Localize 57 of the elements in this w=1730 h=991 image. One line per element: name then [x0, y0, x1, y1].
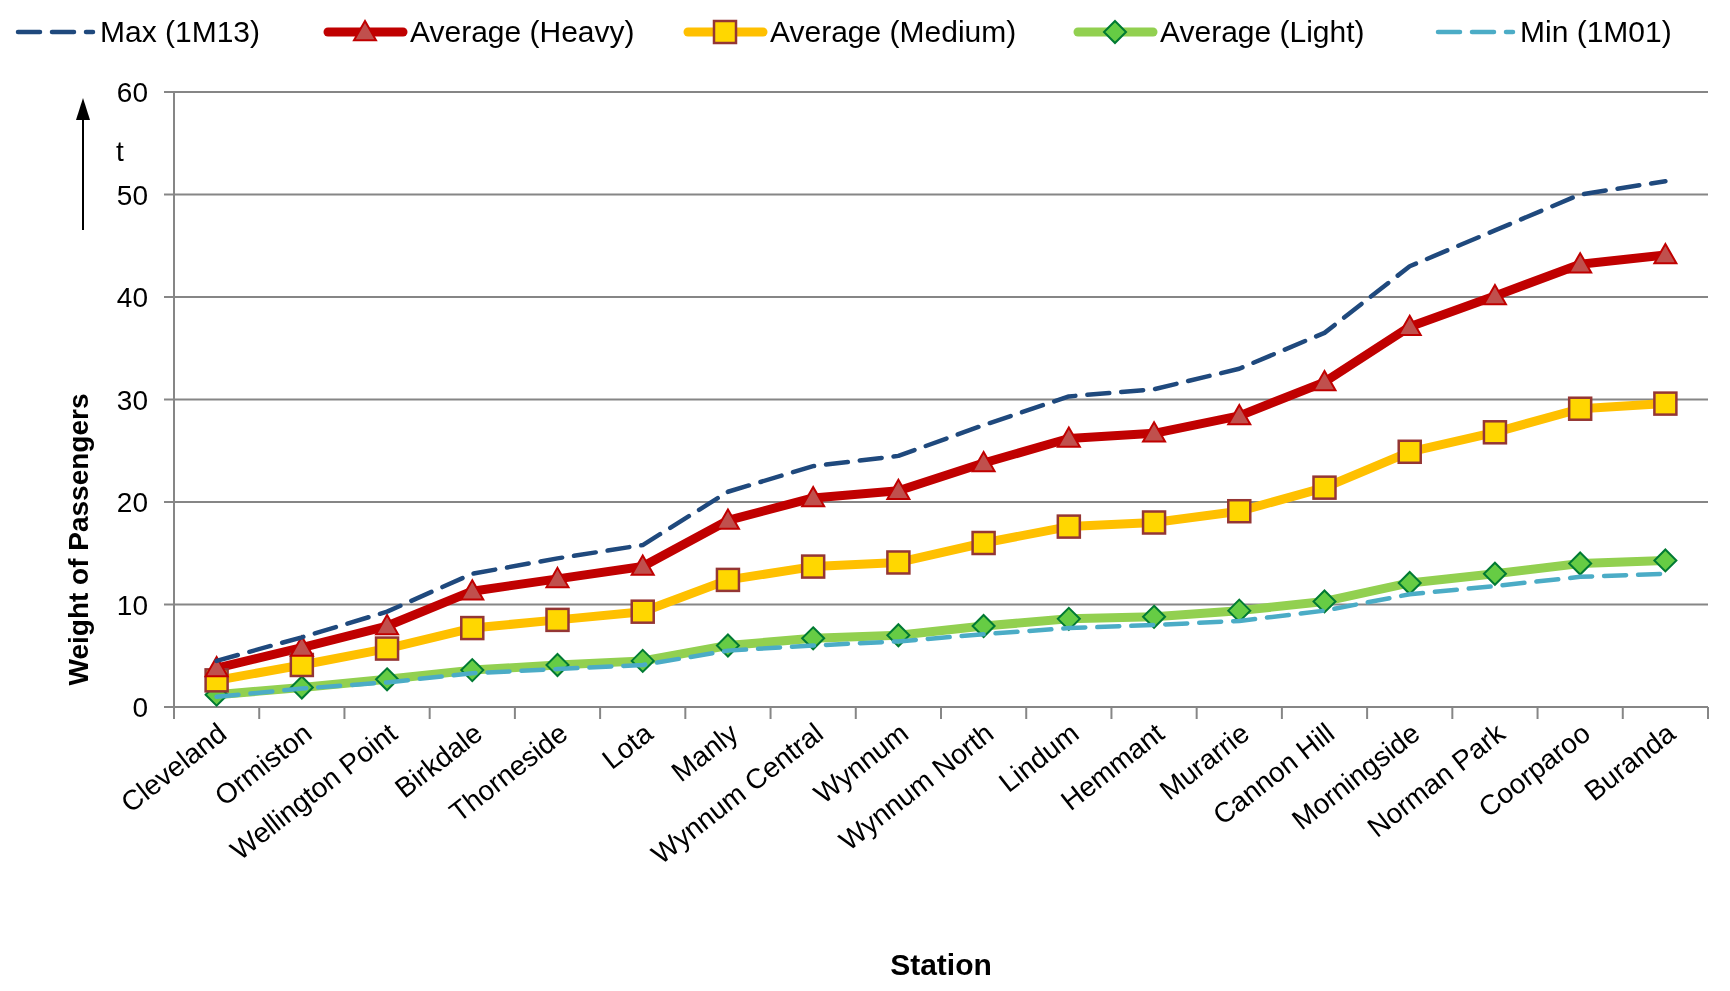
- point: [1312, 589, 1337, 614]
- point: [886, 478, 911, 500]
- point: [1312, 475, 1337, 500]
- y-tick-label: 50: [116, 179, 148, 211]
- point: [1653, 242, 1678, 265]
- point: [1227, 403, 1252, 426]
- legend-label: Min (1M01): [1520, 15, 1672, 48]
- x-tick-label: Lota: [596, 717, 659, 776]
- point: [630, 554, 655, 576]
- point: [1482, 283, 1507, 306]
- point: [1653, 391, 1678, 416]
- point: [1568, 551, 1593, 576]
- point: [1141, 510, 1167, 535]
- point: [375, 614, 400, 636]
- point: [374, 636, 400, 661]
- x-axis-title: Station: [890, 948, 992, 981]
- y-tick-label: 0: [132, 692, 148, 723]
- point: [1568, 252, 1593, 274]
- point: [715, 508, 740, 530]
- y-tick-label: 40: [116, 282, 148, 313]
- point: [545, 607, 570, 633]
- y-tick-label: 10: [116, 589, 148, 621]
- point: [971, 614, 996, 639]
- y-tick-label: 20: [116, 487, 148, 518]
- point: [1312, 370, 1337, 392]
- legend-label: Max (1M13): [100, 15, 261, 48]
- point: [460, 615, 485, 641]
- point: [1142, 421, 1167, 443]
- y-tick-label: 60: [116, 77, 148, 108]
- point: [1482, 561, 1507, 586]
- y-axis-title: Weight of Passengers: [63, 393, 94, 686]
- point: [971, 451, 996, 473]
- point: [886, 550, 911, 575]
- point: [1227, 498, 1252, 524]
- point: [1056, 514, 1082, 539]
- y-tick-label: 30: [116, 384, 148, 416]
- legend-label: Average (Light): [1160, 15, 1365, 48]
- point: [1653, 548, 1678, 573]
- legend-label: Average (Medium): [770, 15, 1017, 48]
- point: [1482, 420, 1508, 445]
- point: [1567, 396, 1593, 421]
- point: [1056, 606, 1081, 631]
- point: [1397, 314, 1422, 336]
- point: [801, 485, 826, 508]
- point: [715, 567, 741, 593]
- point: [204, 656, 229, 678]
- point: [630, 599, 655, 624]
- point: [1397, 439, 1422, 465]
- point: [1397, 570, 1422, 595]
- legend-label: Average (Heavy): [410, 15, 635, 48]
- point: [971, 530, 996, 556]
- point: [460, 579, 485, 601]
- point: [1056, 426, 1081, 448]
- point: [545, 566, 570, 589]
- point: [1142, 604, 1167, 629]
- point: [800, 554, 826, 579]
- text: t: [116, 136, 125, 167]
